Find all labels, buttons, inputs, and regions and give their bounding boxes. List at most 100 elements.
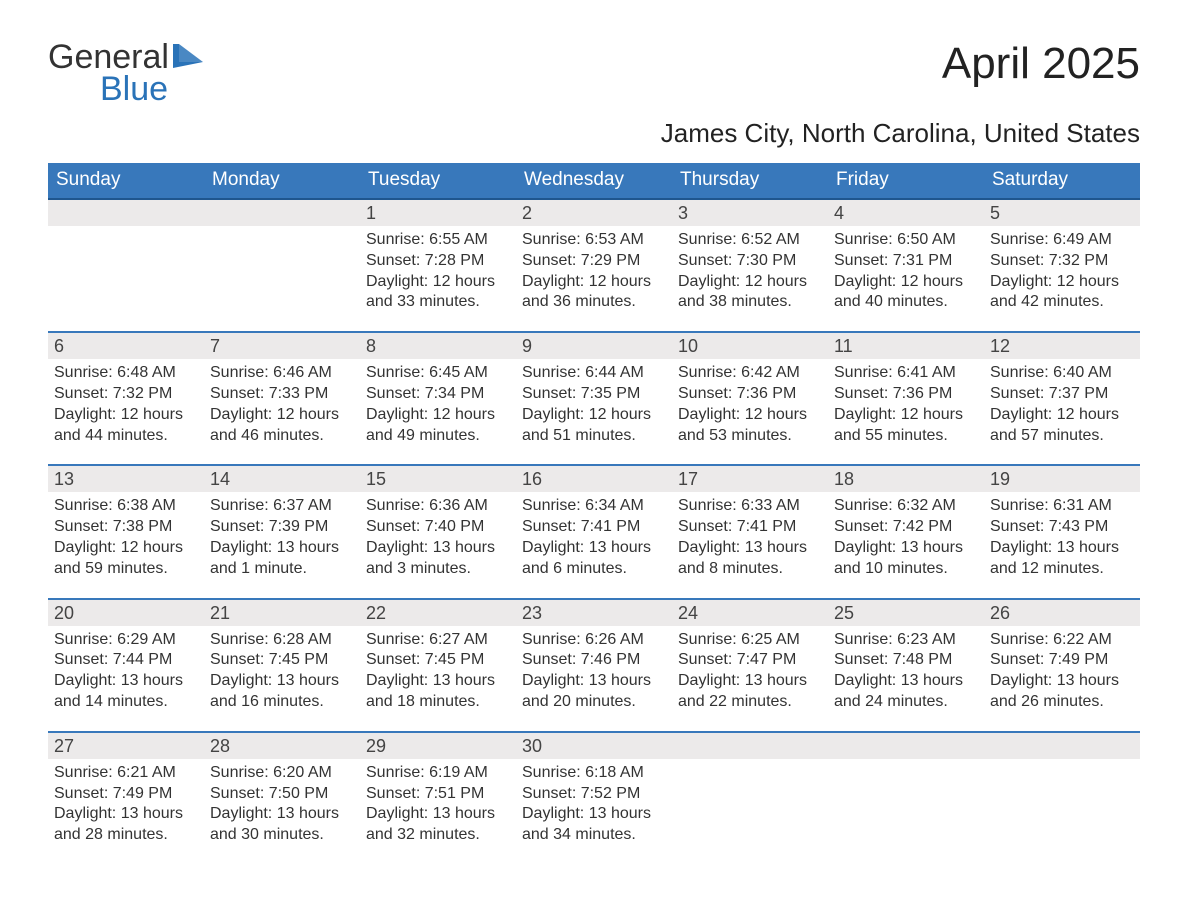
day-body: Sunrise: 6:41 AMSunset: 7:36 PMDaylight:… [828, 359, 984, 464]
day-number: 26 [984, 600, 1140, 626]
sunrise-line: Sunrise: 6:38 AM [54, 496, 198, 517]
calendar-week: 27Sunrise: 6:21 AMSunset: 7:49 PMDayligh… [48, 732, 1140, 864]
calendar-cell: 25Sunrise: 6:23 AMSunset: 7:48 PMDayligh… [828, 599, 984, 732]
sunset-line: Sunset: 7:36 PM [678, 384, 822, 405]
sunset-line: Sunset: 7:31 PM [834, 251, 978, 272]
day-body: Sunrise: 6:18 AMSunset: 7:52 PMDaylight:… [516, 759, 672, 864]
day-number: 19 [984, 466, 1140, 492]
day-body: Sunrise: 6:38 AMSunset: 7:38 PMDaylight:… [48, 492, 204, 597]
sunrise-line: Sunrise: 6:31 AM [990, 496, 1134, 517]
calendar-cell: 30Sunrise: 6:18 AMSunset: 7:52 PMDayligh… [516, 732, 672, 864]
day-number: 16 [516, 466, 672, 492]
calendar-cell: 1Sunrise: 6:55 AMSunset: 7:28 PMDaylight… [360, 199, 516, 332]
calendar-table: Sunday Monday Tuesday Wednesday Thursday… [48, 163, 1140, 864]
sunrise-line: Sunrise: 6:28 AM [210, 630, 354, 651]
daylight-line-2: and 38 minutes. [678, 292, 822, 313]
sunset-line: Sunset: 7:33 PM [210, 384, 354, 405]
day-number: 30 [516, 733, 672, 759]
sunset-line: Sunset: 7:36 PM [834, 384, 978, 405]
calendar-cell: 10Sunrise: 6:42 AMSunset: 7:36 PMDayligh… [672, 332, 828, 465]
sunset-line: Sunset: 7:32 PM [990, 251, 1134, 272]
calendar-week: 6Sunrise: 6:48 AMSunset: 7:32 PMDaylight… [48, 332, 1140, 465]
day-body: Sunrise: 6:33 AMSunset: 7:41 PMDaylight:… [672, 492, 828, 597]
day-number: 23 [516, 600, 672, 626]
sunrise-line: Sunrise: 6:26 AM [522, 630, 666, 651]
day-body: Sunrise: 6:27 AMSunset: 7:45 PMDaylight:… [360, 626, 516, 731]
day-body: Sunrise: 6:26 AMSunset: 7:46 PMDaylight:… [516, 626, 672, 731]
sunset-line: Sunset: 7:52 PM [522, 784, 666, 805]
sunset-line: Sunset: 7:43 PM [990, 517, 1134, 538]
day-body [204, 226, 360, 326]
sunset-line: Sunset: 7:46 PM [522, 650, 666, 671]
sunset-line: Sunset: 7:49 PM [54, 784, 198, 805]
col-friday: Friday [828, 163, 984, 199]
calendar-cell: 13Sunrise: 6:38 AMSunset: 7:38 PMDayligh… [48, 465, 204, 598]
calendar-cell: 26Sunrise: 6:22 AMSunset: 7:49 PMDayligh… [984, 599, 1140, 732]
sunrise-line: Sunrise: 6:40 AM [990, 363, 1134, 384]
calendar-week: 20Sunrise: 6:29 AMSunset: 7:44 PMDayligh… [48, 599, 1140, 732]
calendar-cell [984, 732, 1140, 864]
day-body: Sunrise: 6:52 AMSunset: 7:30 PMDaylight:… [672, 226, 828, 331]
day-body: Sunrise: 6:21 AMSunset: 7:49 PMDaylight:… [48, 759, 204, 864]
calendar-cell: 5Sunrise: 6:49 AMSunset: 7:32 PMDaylight… [984, 199, 1140, 332]
sunset-line: Sunset: 7:35 PM [522, 384, 666, 405]
daylight-line-2: and 32 minutes. [366, 825, 510, 846]
daylight-line-1: Daylight: 12 hours [366, 272, 510, 293]
daylight-line-2: and 26 minutes. [990, 692, 1134, 713]
daylight-line-2: and 3 minutes. [366, 559, 510, 580]
daylight-line-1: Daylight: 12 hours [678, 272, 822, 293]
col-tuesday: Tuesday [360, 163, 516, 199]
day-number: 11 [828, 333, 984, 359]
day-body: Sunrise: 6:42 AMSunset: 7:36 PMDaylight:… [672, 359, 828, 464]
sunrise-line: Sunrise: 6:41 AM [834, 363, 978, 384]
day-number [828, 733, 984, 759]
daylight-line-2: and 46 minutes. [210, 426, 354, 447]
daylight-line-1: Daylight: 13 hours [366, 804, 510, 825]
day-number: 17 [672, 466, 828, 492]
day-body [984, 759, 1140, 859]
sunset-line: Sunset: 7:37 PM [990, 384, 1134, 405]
sunset-line: Sunset: 7:48 PM [834, 650, 978, 671]
sunrise-line: Sunrise: 6:50 AM [834, 230, 978, 251]
daylight-line-1: Daylight: 12 hours [210, 405, 354, 426]
daylight-line-1: Daylight: 13 hours [990, 538, 1134, 559]
sunset-line: Sunset: 7:41 PM [522, 517, 666, 538]
daylight-line-2: and 34 minutes. [522, 825, 666, 846]
day-number: 27 [48, 733, 204, 759]
day-number: 22 [360, 600, 516, 626]
sunrise-line: Sunrise: 6:34 AM [522, 496, 666, 517]
sunrise-line: Sunrise: 6:20 AM [210, 763, 354, 784]
day-body: Sunrise: 6:20 AMSunset: 7:50 PMDaylight:… [204, 759, 360, 864]
daylight-line-2: and 8 minutes. [678, 559, 822, 580]
sunrise-line: Sunrise: 6:36 AM [366, 496, 510, 517]
day-body: Sunrise: 6:34 AMSunset: 7:41 PMDaylight:… [516, 492, 672, 597]
logo-text-2: Blue [48, 72, 207, 106]
col-wednesday: Wednesday [516, 163, 672, 199]
calendar-cell: 17Sunrise: 6:33 AMSunset: 7:41 PMDayligh… [672, 465, 828, 598]
title-block: April 2025 [942, 40, 1140, 88]
calendar-cell [204, 199, 360, 332]
calendar-cell: 21Sunrise: 6:28 AMSunset: 7:45 PMDayligh… [204, 599, 360, 732]
header-row: General Blue April 2025 [48, 40, 1140, 106]
daylight-line-1: Daylight: 13 hours [522, 538, 666, 559]
logo-text-1: General [48, 40, 169, 74]
daylight-line-2: and 24 minutes. [834, 692, 978, 713]
daylight-line-2: and 18 minutes. [366, 692, 510, 713]
day-number: 3 [672, 200, 828, 226]
day-body: Sunrise: 6:44 AMSunset: 7:35 PMDaylight:… [516, 359, 672, 464]
sunset-line: Sunset: 7:32 PM [54, 384, 198, 405]
calendar-cell: 24Sunrise: 6:25 AMSunset: 7:47 PMDayligh… [672, 599, 828, 732]
day-number: 21 [204, 600, 360, 626]
daylight-line-1: Daylight: 13 hours [678, 538, 822, 559]
sunset-line: Sunset: 7:29 PM [522, 251, 666, 272]
daylight-line-1: Daylight: 13 hours [210, 538, 354, 559]
daylight-line-1: Daylight: 12 hours [834, 272, 978, 293]
calendar-cell: 22Sunrise: 6:27 AMSunset: 7:45 PMDayligh… [360, 599, 516, 732]
sunrise-line: Sunrise: 6:53 AM [522, 230, 666, 251]
day-body: Sunrise: 6:29 AMSunset: 7:44 PMDaylight:… [48, 626, 204, 731]
col-thursday: Thursday [672, 163, 828, 199]
day-body: Sunrise: 6:40 AMSunset: 7:37 PMDaylight:… [984, 359, 1140, 464]
day-number: 4 [828, 200, 984, 226]
sunrise-line: Sunrise: 6:37 AM [210, 496, 354, 517]
sunrise-line: Sunrise: 6:21 AM [54, 763, 198, 784]
